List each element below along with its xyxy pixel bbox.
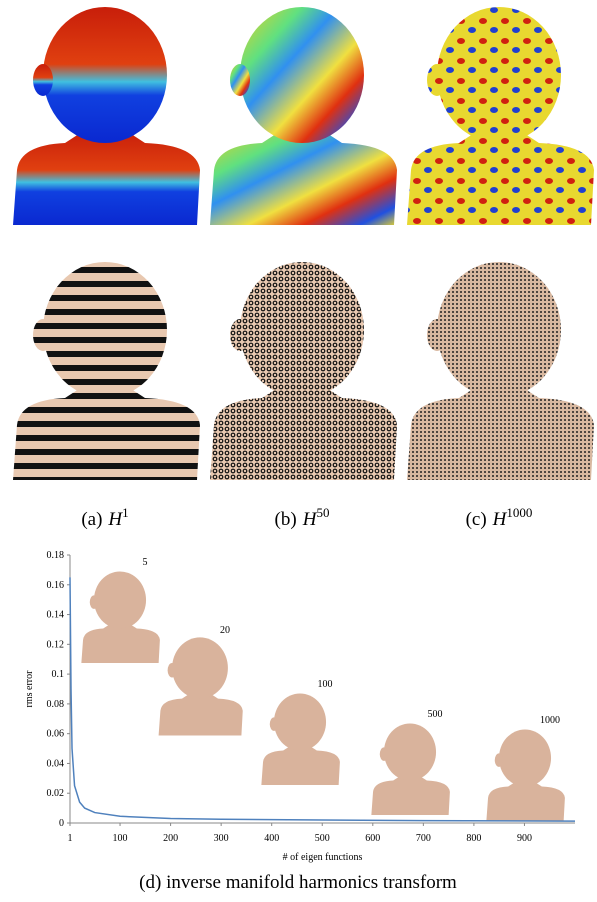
- x-tick-label: 800: [466, 833, 481, 844]
- inset-label: 1000: [540, 715, 560, 726]
- bust-shoulders: [13, 130, 200, 225]
- bust-shoulders: [371, 775, 450, 815]
- bust-shoulders: [159, 693, 243, 736]
- bust-ear: [33, 64, 53, 96]
- bust: [407, 7, 594, 225]
- bust-head: [94, 571, 146, 628]
- bust-shoulders: [210, 130, 397, 225]
- x-tick-label: 900: [517, 833, 532, 844]
- bust: [210, 7, 397, 225]
- bust-head: [43, 262, 167, 398]
- panel-captions: (a)H1(b)H50(c)H1000: [81, 505, 532, 530]
- bust-ear: [427, 64, 447, 96]
- panel-symbol: H: [302, 509, 318, 530]
- y-tick-label: 0.16: [47, 580, 65, 591]
- bust-shoulders: [261, 745, 340, 785]
- inset-label: 100: [318, 679, 333, 690]
- x-tick-label: 400: [264, 833, 279, 844]
- panel-symbol: H: [492, 509, 508, 530]
- bust-head: [240, 262, 364, 398]
- bust-ear: [230, 64, 250, 96]
- inset-label: 500: [428, 709, 443, 720]
- y-axis-label: rms error: [24, 670, 35, 708]
- bust-head: [172, 637, 228, 698]
- bust: [371, 723, 450, 815]
- x-tick-label: 200: [163, 833, 178, 844]
- x-tick-label: 100: [113, 833, 128, 844]
- y-tick-label: 0.1: [52, 669, 65, 680]
- bust-ear: [90, 595, 98, 608]
- inset-label: 20: [220, 625, 230, 636]
- y-tick-label: 0.18: [47, 550, 65, 561]
- bust: [159, 637, 243, 735]
- x-tick-label: 700: [416, 833, 431, 844]
- bust-head: [437, 262, 561, 398]
- panel-caption: (b)H50: [275, 505, 330, 530]
- bust-shoulders: [210, 385, 397, 480]
- y-tick-label: 0.08: [47, 699, 65, 710]
- bust-head: [499, 729, 551, 786]
- bust: [486, 729, 565, 821]
- bust-shoulders: [486, 781, 565, 821]
- bust-head: [240, 7, 364, 143]
- y-tick-label: 0: [59, 818, 64, 829]
- bust-head: [384, 723, 436, 780]
- bust: [261, 693, 340, 785]
- x-tick-label: 500: [315, 833, 330, 844]
- inset-label: 5: [143, 557, 148, 568]
- bust-shoulders: [81, 623, 160, 663]
- bust-ear: [33, 319, 53, 351]
- y-tick-label: 0.04: [47, 758, 65, 769]
- panel-superscript: 50: [316, 505, 329, 520]
- y-tick-label: 0.14: [47, 610, 65, 621]
- bust-ear: [427, 319, 447, 351]
- panel-superscript: 1: [122, 505, 129, 520]
- panel-caption: (c)H1000: [466, 505, 533, 530]
- bust-ear: [495, 753, 503, 766]
- bust-images: [13, 7, 594, 821]
- bust: [13, 262, 200, 480]
- panel-label: (a): [81, 509, 102, 530]
- figure: (a)H1(b)H50(c)H1000 520100500100000.020.…: [0, 0, 597, 902]
- panel-caption: (a)H1: [81, 505, 128, 530]
- y-tick-label: 0.06: [47, 729, 65, 740]
- panel-label: (c): [466, 509, 487, 530]
- x-tick-label: 300: [214, 833, 229, 844]
- bust-head: [274, 693, 326, 750]
- bust: [13, 7, 200, 225]
- chart-caption: (d) inverse manifold harmonics transform: [139, 872, 457, 893]
- panel-symbol: H: [107, 509, 123, 530]
- panel-label: (b): [275, 509, 297, 530]
- bust-head: [437, 7, 561, 143]
- bust: [407, 262, 594, 480]
- bust: [81, 571, 160, 663]
- bust-ear: [270, 717, 278, 730]
- bust-head: [43, 7, 167, 143]
- bust-ear: [168, 663, 177, 677]
- bust: [210, 262, 397, 480]
- panel-superscript: 1000: [506, 505, 532, 520]
- bust-shoulders: [407, 385, 594, 480]
- bust-ear: [230, 319, 250, 351]
- x-tick-label: 1: [68, 833, 73, 844]
- bust-shoulders: [13, 385, 200, 480]
- bust-ear: [380, 747, 388, 760]
- y-tick-label: 0.12: [47, 639, 65, 650]
- x-axis-label: # of eigen functions: [283, 852, 363, 863]
- y-tick-label: 0.02: [47, 788, 65, 799]
- x-tick-label: 600: [365, 833, 380, 844]
- bust-shoulders: [407, 130, 594, 225]
